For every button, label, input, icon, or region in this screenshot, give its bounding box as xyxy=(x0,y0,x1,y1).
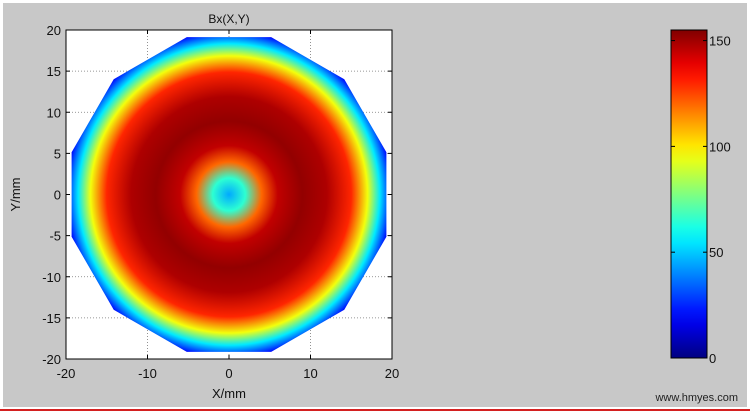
y-tick-label: -15 xyxy=(42,311,61,326)
colorbar-tick-label: 150 xyxy=(709,34,731,49)
x-tick-label: 20 xyxy=(385,366,399,381)
colorbar-tick-label: 0 xyxy=(709,351,716,366)
y-axis-label: Y/mm xyxy=(8,178,23,212)
y-tick-label: -20 xyxy=(42,352,61,367)
x-tick-label: -10 xyxy=(138,366,157,381)
colorbar-tick-label: 100 xyxy=(709,139,731,154)
y-tick-label: -10 xyxy=(42,270,61,285)
chart-title: Bx(X,Y) xyxy=(208,12,249,26)
chart-svg: -20 -10 0 10 2020151050-5-10-15-20Bx(X,Y)X/m… xyxy=(8,12,731,401)
y-tick-label: 5 xyxy=(54,146,61,161)
figure-window: -20 -10 0 10 20 20 15 10 5 0 -5 -10 -15 -20 Bx(X,Y) X/m… xyxy=(3,3,747,407)
y-tick-label: 20 xyxy=(47,23,61,38)
y-tick-label: 15 xyxy=(47,64,61,79)
y-tick-label: 0 xyxy=(54,188,61,203)
colorbar-tick-label: 50 xyxy=(709,245,723,260)
bottom-divider xyxy=(0,409,750,411)
y-tick-label: 10 xyxy=(47,105,61,120)
x-tick-label: -20 xyxy=(57,366,76,381)
x-tick-label: 0 xyxy=(225,366,232,381)
watermark-text: www.hmyes.com xyxy=(655,392,738,404)
colorbar xyxy=(670,29,708,359)
field-heatmap xyxy=(71,37,387,352)
y-tick-label: -5 xyxy=(49,229,61,244)
x-tick-label: 10 xyxy=(303,366,317,381)
x-axis-label: X/mm xyxy=(212,386,246,401)
